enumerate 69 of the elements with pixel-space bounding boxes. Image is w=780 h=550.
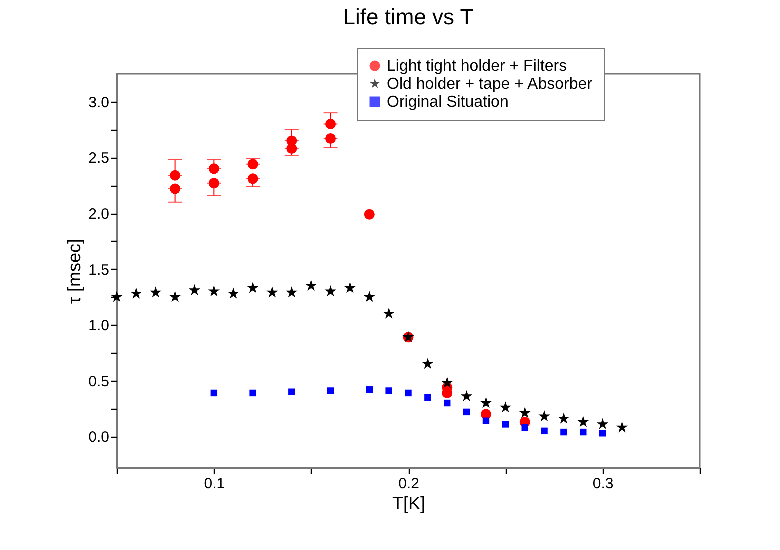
- point: [250, 390, 256, 397]
- point: [463, 408, 470, 416]
- point: [560, 428, 568, 436]
- point: [248, 174, 258, 184]
- point: [188, 284, 201, 296]
- point: [460, 390, 473, 402]
- point: [482, 418, 490, 424]
- point: [364, 209, 375, 220]
- legend-label: Original Situation: [387, 94, 509, 111]
- point: [210, 390, 218, 397]
- point: [286, 144, 298, 154]
- y-tick-label: 2.0: [88, 206, 110, 224]
- point: [247, 282, 259, 294]
- point: [288, 388, 296, 396]
- point: [519, 407, 531, 418]
- point: [208, 286, 220, 297]
- point: [208, 178, 220, 189]
- x-tick-label: 0.1: [204, 476, 226, 492]
- point: [558, 412, 570, 424]
- point: [442, 377, 454, 388]
- point: [248, 159, 258, 170]
- point: [616, 422, 628, 433]
- point: [306, 280, 318, 292]
- point: [599, 430, 606, 437]
- point: [538, 410, 550, 422]
- point: [111, 291, 123, 302]
- x-axis-title: T[K]: [392, 494, 426, 514]
- point: [522, 424, 528, 432]
- point: [541, 428, 548, 435]
- y-tick-label: 1.0: [88, 318, 110, 335]
- point: [480, 397, 492, 408]
- point: [170, 170, 181, 181]
- y-tick-label: 2.5: [88, 150, 110, 168]
- point: [169, 291, 182, 302]
- y-tick-label: 0.5: [88, 373, 110, 390]
- point: [405, 390, 412, 397]
- point: [580, 428, 587, 436]
- point: [597, 418, 609, 430]
- legend-label: Old holder + tape + Absorber: [387, 76, 594, 93]
- legend-label: Light tight holder + Filters: [387, 58, 568, 75]
- y-tick-label: 1.5: [88, 262, 110, 279]
- chart-title: Life time vs T: [343, 4, 474, 30]
- point: [422, 358, 434, 370]
- point: [386, 388, 392, 394]
- point: [324, 286, 337, 297]
- point: [266, 286, 278, 298]
- point: [326, 118, 336, 130]
- x-tick-label: 0.2: [398, 476, 420, 492]
- point: [444, 400, 451, 407]
- y-axis-title: τ [msec]: [64, 238, 85, 304]
- point: [326, 134, 336, 144]
- point: [500, 402, 512, 413]
- point: [228, 288, 240, 299]
- point: [286, 286, 298, 298]
- point: [327, 388, 334, 394]
- point: [208, 164, 220, 174]
- y-tick-label: 3.0: [88, 94, 110, 112]
- point: [130, 288, 142, 299]
- point: [364, 291, 376, 302]
- point: [170, 184, 181, 194]
- point: [578, 416, 590, 428]
- point: [383, 308, 395, 319]
- y-tick-label: 0.0: [88, 429, 110, 446]
- point: [150, 286, 162, 298]
- point: [344, 282, 356, 294]
- point: [366, 386, 373, 394]
- x-tick-label: 0.3: [592, 476, 614, 492]
- point: [424, 394, 432, 402]
- point: [502, 421, 510, 428]
